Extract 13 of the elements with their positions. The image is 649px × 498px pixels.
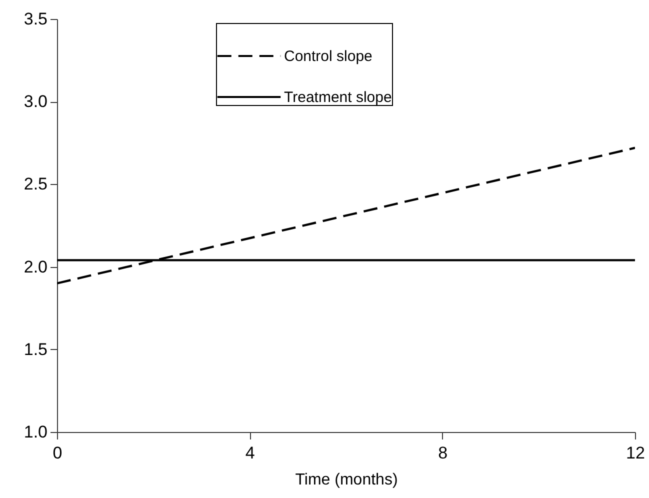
- x-tick-label: 8: [438, 444, 448, 462]
- x-tick-label: 4: [245, 444, 255, 462]
- legend-label: Treatment slope: [284, 89, 392, 106]
- y-tick-label: 3.5: [24, 10, 48, 28]
- legend-label: Control slope: [284, 48, 372, 65]
- y-tick-label: 1.0: [24, 422, 48, 442]
- x-tick-label: 12: [626, 444, 645, 462]
- x-axis-title: Time (months): [295, 472, 398, 488]
- y-tick-label: 2.5: [24, 174, 48, 194]
- y-tick-label: 3.0: [24, 92, 48, 112]
- x-tick-label: 0: [52, 444, 62, 462]
- y-tick-label: 1.5: [24, 340, 48, 359]
- y-tick-label: 2.0: [24, 257, 48, 276]
